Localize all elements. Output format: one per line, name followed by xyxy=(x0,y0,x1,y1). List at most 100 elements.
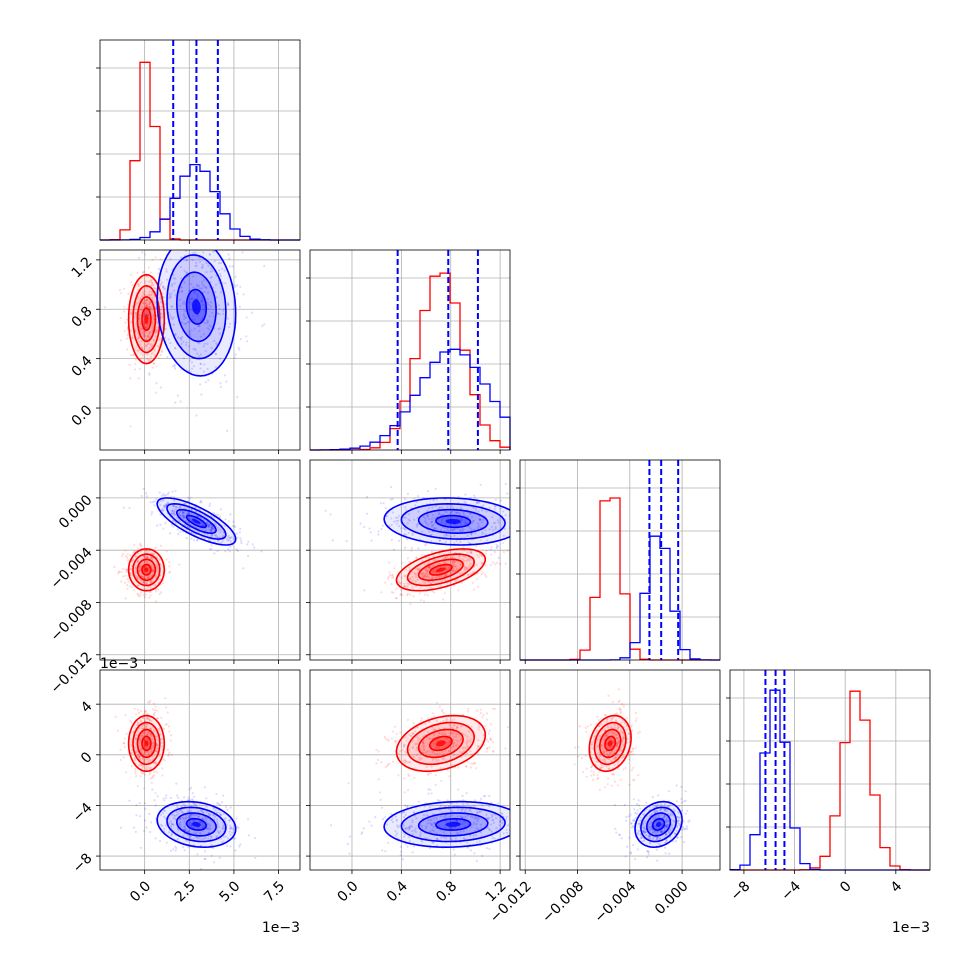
scatter-point-2-0-0-101 xyxy=(132,558,135,561)
scatter-point-2-0-1-312 xyxy=(217,526,220,529)
scatter-point-1-0-1-367 xyxy=(246,340,249,343)
scatter-point-2-1-1-308 xyxy=(476,501,479,504)
scatter-point-3-0-0-321 xyxy=(152,713,155,716)
scatter-point-3-1-0-31 xyxy=(440,779,443,782)
scatter-point-1-0-1-360 xyxy=(232,308,235,311)
scatter-point-2-0-0-9 xyxy=(145,587,148,591)
scatter-point-1-0-0-197 xyxy=(162,286,165,289)
scatter-point-3-0-1-353 xyxy=(185,816,188,819)
scatter-point-3-1-0-275 xyxy=(486,747,489,750)
scatter-point-1-0-0-183 xyxy=(147,335,150,338)
scatter-point-3-0-0-251 xyxy=(166,711,169,714)
scatter-point-1-0-0-370 xyxy=(158,283,162,286)
scatter-point-2-1-1-22 xyxy=(444,541,447,544)
scatter-point-3-1-1-164 xyxy=(448,826,451,829)
scatter-point-1-0-1-298 xyxy=(207,303,210,306)
scatter-point-2-0-1-123 xyxy=(209,530,213,533)
scatter-point-2-1-1-414 xyxy=(397,514,400,517)
scatter-point-3-1-0-101 xyxy=(415,747,418,750)
scatter-point-3-2-0-28 xyxy=(619,710,623,713)
scatter-point-3-0-0-380 xyxy=(160,741,164,745)
scatter-point-3-0-1-408 xyxy=(212,807,215,810)
scatter-point-2-1-0-364 xyxy=(451,568,454,571)
scatter-point-3-2-0-235 xyxy=(614,719,618,722)
scatter-point-3-1-0-376 xyxy=(432,712,435,715)
scatter-point-3-1-0-51 xyxy=(442,711,445,715)
scatter-point-1-0-1-226 xyxy=(190,361,194,364)
scatter-point-3-2-0-38 xyxy=(604,714,607,717)
scatter-point-1-0-0-317 xyxy=(139,322,142,326)
scatter-point-3-0-1-358 xyxy=(201,817,204,820)
scatter-point-3-1-0-222 xyxy=(417,737,420,741)
scatter-point-1-0-1-292 xyxy=(171,283,174,286)
scatter-point-1-0-0-82 xyxy=(152,362,155,365)
scatter-point-1-0-1-201 xyxy=(185,259,188,262)
scatter-point-3-0-1-89 xyxy=(187,830,190,833)
scatter-point-3-0-1-167 xyxy=(197,810,200,814)
scatter-point-1-0-0-72 xyxy=(159,337,162,340)
scatter-point-2-0-0-409 xyxy=(151,569,154,572)
scatter-point-3-1-0-169 xyxy=(438,747,441,750)
scatter-point-1-0-1-187 xyxy=(180,342,183,345)
scatter-point-2-0-0-278 xyxy=(144,582,147,585)
scatter-point-3-1-0-37 xyxy=(412,755,415,759)
scatter-point-3-2-1-64 xyxy=(667,819,670,822)
scatter-point-2-0-1-157 xyxy=(208,522,211,525)
scatter-point-1-0-1-90 xyxy=(195,414,198,417)
scatter-point-1-0-0-33 xyxy=(137,317,140,320)
scatter-point-3-0-1-241 xyxy=(207,837,210,840)
scatter-point-1-0-1-333 xyxy=(148,373,151,376)
scatter-point-3-2-0-367 xyxy=(619,712,622,715)
scatter-point-3-1-0-231 xyxy=(433,743,436,746)
scatter-point-3-0-1-375 xyxy=(177,823,180,826)
scatter-point-3-0-0-9 xyxy=(130,748,133,752)
scatter-point-3-1-1-395 xyxy=(404,833,407,836)
scatter-point-1-0-1-241 xyxy=(207,264,210,267)
scatter-point-2-0-0-232 xyxy=(134,555,137,558)
scatter-point-3-2-0-166 xyxy=(604,734,607,737)
scatter-point-2-1-1-126 xyxy=(381,524,384,527)
scatter-point-2-1-0-118 xyxy=(420,572,423,575)
scatter-point-3-1-1-160 xyxy=(512,814,514,816)
scatter-point-3-0-1-52 xyxy=(199,821,202,824)
scatter-point-2-1-0-169 xyxy=(416,578,419,582)
scatter-point-3-0-1-381 xyxy=(183,820,186,823)
scatter-point-1-0-0-84 xyxy=(140,347,143,350)
scatter-point-2-0-1-111 xyxy=(219,515,222,519)
scatter-point-2-1-1-234 xyxy=(411,533,414,537)
scatter-point-3-0-0-33 xyxy=(151,775,154,778)
scatter-point-3-0-1-123 xyxy=(207,812,210,815)
scatter-point-2-1-1-44 xyxy=(445,533,448,536)
scatter-point-1-0-1-177 xyxy=(172,323,175,326)
scatter-point-2-1-1-26 xyxy=(430,521,433,524)
scatter-point-2-0-0-317 xyxy=(139,567,142,570)
scatter-point-1-0-1-352 xyxy=(179,400,182,403)
scatter-point-1-0-0-219 xyxy=(141,332,144,335)
contour-line-2-1-1-1 xyxy=(400,502,506,540)
scatter-point-3-0-0-86 xyxy=(148,734,151,737)
scatter-point-2-0-1-154 xyxy=(208,525,211,529)
scatter-point-2-1-1-385 xyxy=(405,538,408,541)
scatter-point-2-0-0-11 xyxy=(154,584,157,587)
scatter-point-2-1-0-148 xyxy=(438,562,441,565)
scatter-point-3-1-1-191 xyxy=(401,858,404,861)
scatter-point-1-0-0-205 xyxy=(129,329,132,332)
density-fill-2-0-1-4 xyxy=(192,518,201,524)
scatter-point-2-0-1-149 xyxy=(166,493,169,496)
scatter-point-2-0-1-210 xyxy=(227,520,230,523)
scatter-point-3-1-0-40 xyxy=(433,734,436,737)
scatter-point-2-1-1-59 xyxy=(456,517,459,520)
scatter-point-2-0-0-340 xyxy=(139,542,142,545)
scatter-point-3-0-1-359 xyxy=(179,823,182,826)
contour-line-2-1-0-0 xyxy=(395,548,487,592)
scatter-point-3-1-1-64 xyxy=(454,837,457,840)
scatter-point-3-2-0-211 xyxy=(625,725,628,728)
scatter-point-1-0-0-138 xyxy=(148,290,151,293)
scatter-point-1-0-1-113 xyxy=(219,272,222,275)
scatter-point-2-1-1-177 xyxy=(394,516,398,519)
scatter-point-2-1-0-307 xyxy=(479,539,482,542)
scatter-point-1-0-1-94 xyxy=(195,261,198,265)
scatter-point-2-1-0-336 xyxy=(446,555,449,558)
scatter-point-2-1-0-346 xyxy=(452,568,455,571)
scatter-point-2-0-0-277 xyxy=(150,556,154,559)
